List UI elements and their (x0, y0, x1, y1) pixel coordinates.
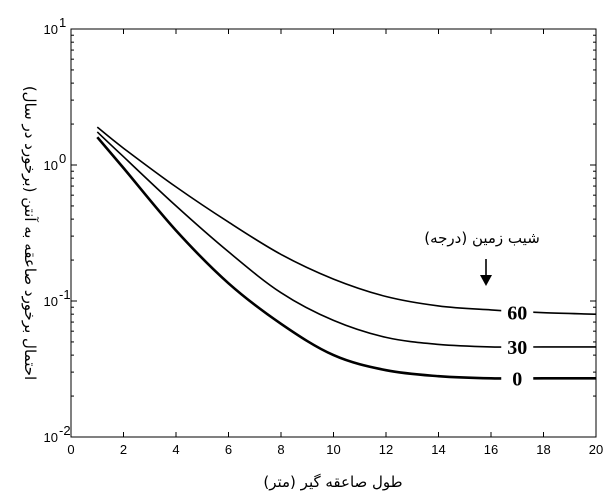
y-tick-label: 10 (44, 22, 58, 37)
series-labels: 60 30 0 (501, 300, 534, 391)
y-tick-exponent: 1 (59, 15, 66, 30)
series-line-60 (96, 126, 597, 315)
x-tick-label: 0 (67, 442, 74, 457)
x-tick-label: 18 (536, 442, 550, 457)
y-tick-exponent: -2 (59, 423, 71, 438)
series-label-30: 30 (507, 337, 527, 359)
x-axis-title: طول صاعقه گیر (متر) (263, 473, 402, 491)
x-tick-label: 14 (431, 442, 445, 457)
legend-arrow-icon (480, 259, 492, 286)
y-tick-exponent: -1 (59, 287, 71, 302)
x-tick-label: 16 (484, 442, 498, 457)
x-tick-label: 12 (379, 442, 393, 457)
y-tick-label: 10 (44, 158, 58, 173)
series-label-backing (501, 334, 534, 359)
y-tick-exponent: 0 (59, 151, 66, 166)
y-tick-label: 10 (44, 430, 58, 445)
x-tick-label: 20 (589, 442, 603, 457)
x-tick-label: 10 (326, 442, 340, 457)
series-label-backing (501, 366, 534, 391)
x-tick-label: 2 (120, 442, 127, 457)
x-tick-label: 4 (172, 442, 179, 457)
x-tick-label: 8 (277, 442, 284, 457)
y-tick-label: 10 (44, 294, 58, 309)
x-axis: 0 2 4 6 8 10 12 14 16 18 20 (67, 29, 603, 457)
series-label-60: 60 (507, 303, 527, 325)
x-tick-label: 6 (225, 442, 232, 457)
series-label-backing (501, 300, 534, 325)
legend-title: شیب زمین (درجه) (424, 229, 540, 247)
series-label-0: 0 (512, 368, 522, 390)
y-axis-title: احتمال برخورد صاعقه به آنتن (برخورد در س… (21, 86, 39, 380)
